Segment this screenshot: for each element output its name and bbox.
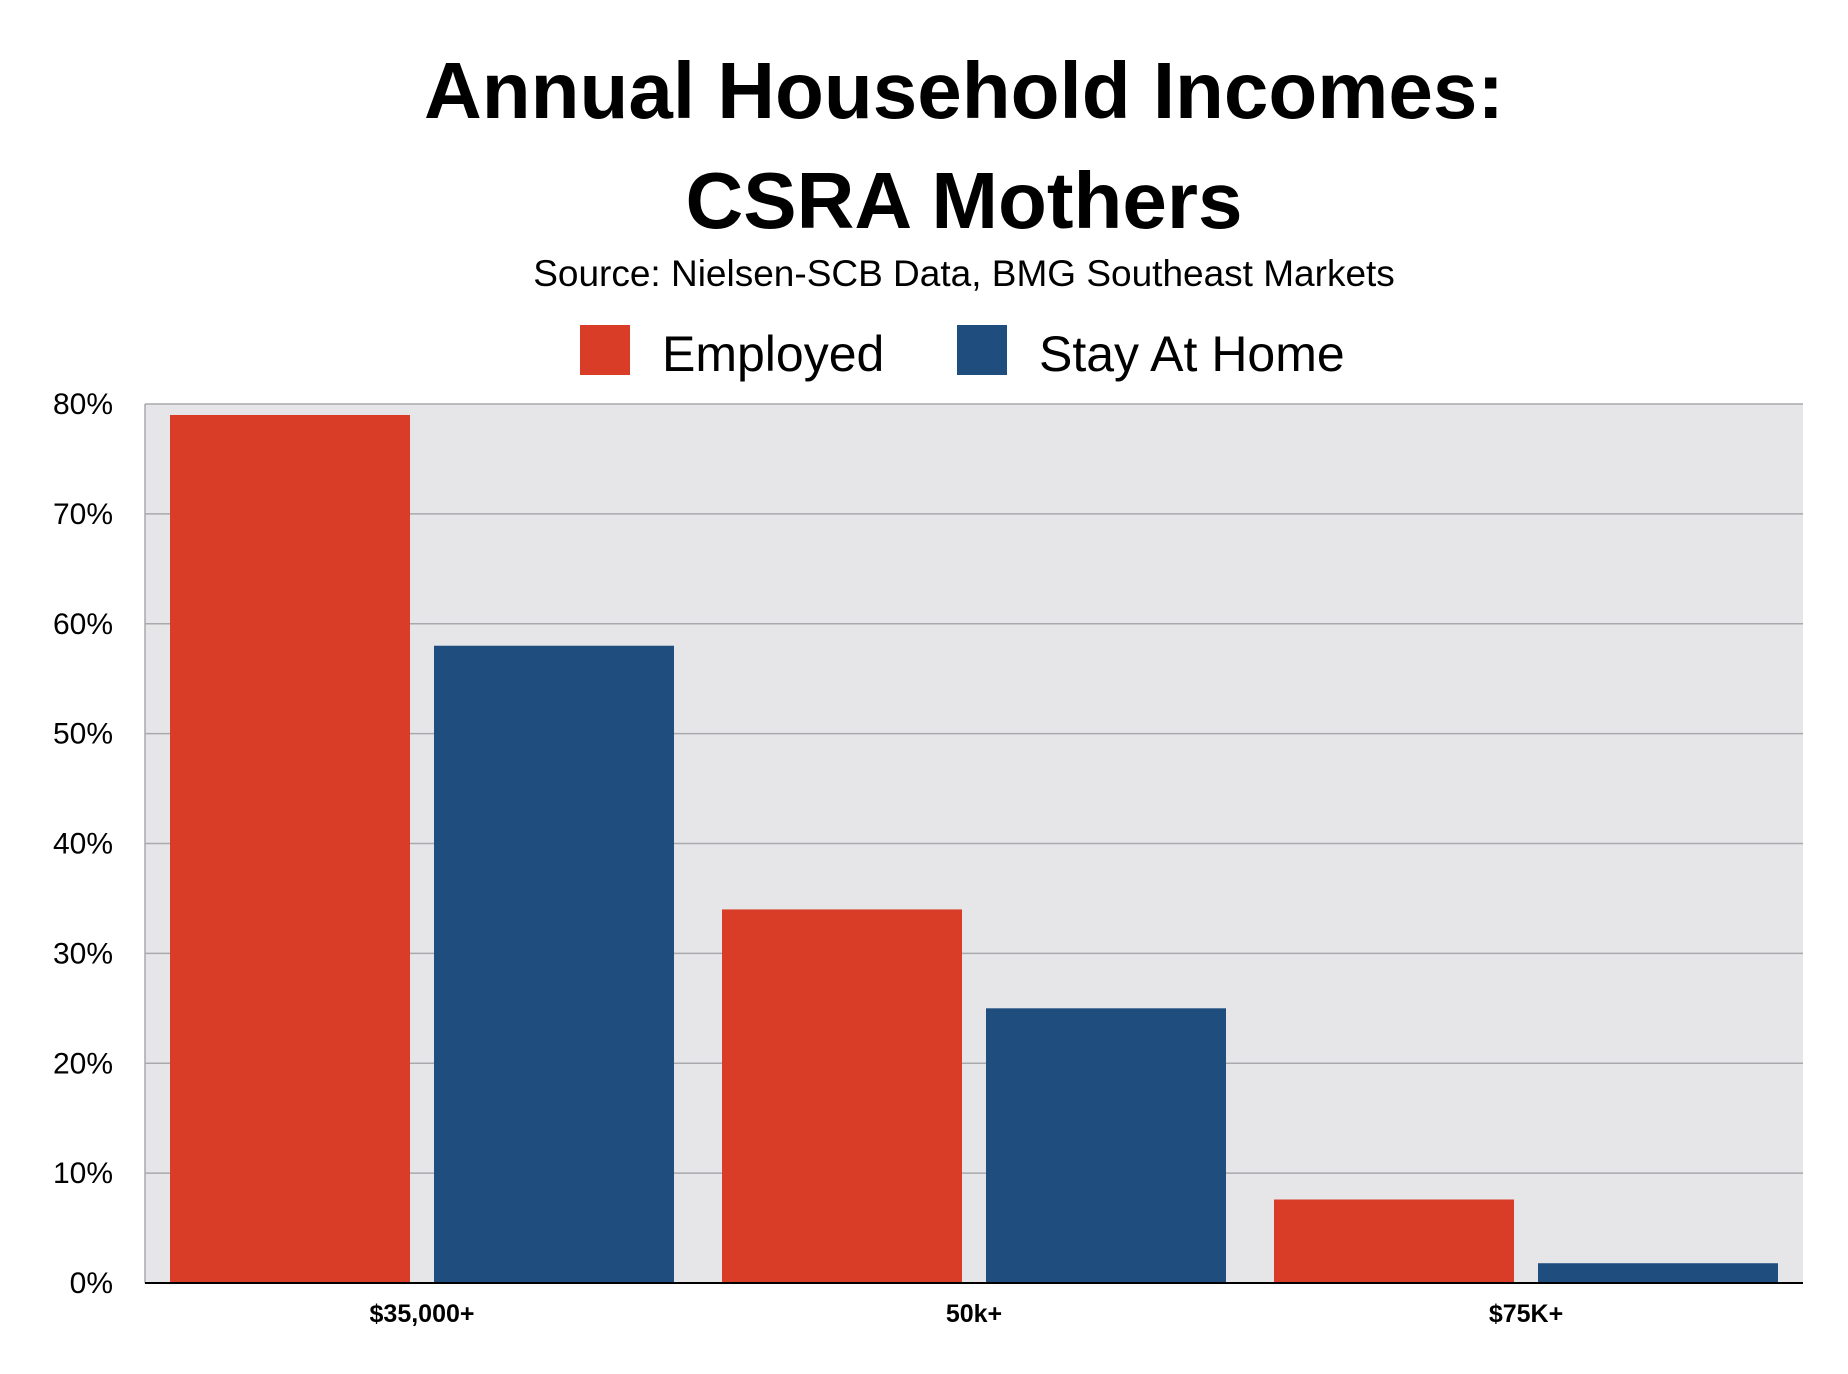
legend-label-stay-at-home: Stay At Home [1039, 326, 1345, 382]
chart-title-line-2: CSRA Mothers [685, 156, 1242, 245]
bar-employed-75k [1274, 1199, 1514, 1283]
bar-stay-at-home-35-000 [434, 645, 674, 1283]
bar-stay-at-home-75k [1538, 1263, 1778, 1283]
bar-stay-at-home-50k [986, 1008, 1226, 1283]
chart-title-line-1: Annual Household Incomes: [424, 46, 1504, 135]
y-tick-label-0: 0% [70, 1267, 113, 1300]
x-category-label-75k: $75K+ [1489, 1300, 1563, 1328]
y-tick-label-40: 40% [53, 828, 113, 861]
legend: Employed Stay At Home [580, 325, 1345, 382]
y-tick-label-80: 80% [53, 388, 113, 421]
bar-employed-50k [722, 909, 962, 1283]
legend-swatch-employed [580, 325, 630, 375]
x-category-label-35-000: $35,000+ [370, 1300, 475, 1328]
y-axis-tick-labels: 0% 10% 20% 30% 40% 50% 60% 70% 80% [53, 388, 113, 1300]
y-tick-label-60: 60% [53, 608, 113, 641]
bars [170, 414, 1778, 1283]
gridlines [145, 403, 1803, 1174]
bar-employed-35-000 [170, 414, 410, 1283]
y-tick-label-30: 30% [53, 937, 113, 970]
y-tick-label-70: 70% [53, 498, 113, 531]
y-tick-label-10: 10% [53, 1157, 113, 1190]
legend-label-employed: Employed [662, 326, 884, 382]
y-tick-label-50: 50% [53, 718, 113, 751]
legend-swatch-stay-at-home [957, 325, 1007, 375]
chart-subtitle: Source: Nielsen-SCB Data, BMG Southeast … [533, 253, 1395, 294]
x-category-label-50k: 50k+ [946, 1300, 1002, 1328]
y-tick-label-20: 20% [53, 1047, 113, 1080]
x-axis-category-labels: $35,000+ 50k+ $75K+ [370, 1300, 1564, 1328]
